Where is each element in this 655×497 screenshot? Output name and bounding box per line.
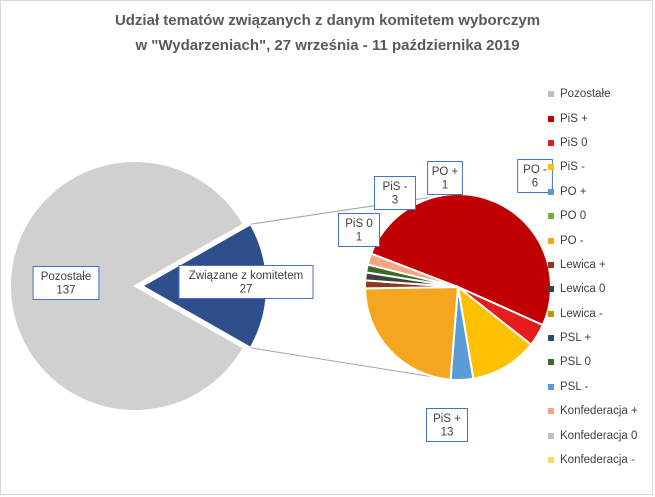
legend-label: PO - xyxy=(560,234,584,247)
legend-item-konfederacja: Konfederacja + xyxy=(548,399,653,423)
slice-pozosta-e xyxy=(9,160,246,412)
legend-swatch xyxy=(548,164,554,171)
legend-label: PO 0 xyxy=(560,210,587,223)
legend-label: PSL 0 xyxy=(560,356,591,369)
chart-title-line-1: Udział tematów związanych z danym komite… xyxy=(114,12,541,29)
legend-item-lewica: Lewica + xyxy=(548,253,653,277)
legend-swatch xyxy=(548,139,554,146)
legend-label: PO + xyxy=(560,185,587,198)
legend-swatch xyxy=(548,91,554,98)
data-label-pis: PiS + 13 xyxy=(426,408,468,442)
slice-pis xyxy=(456,284,533,380)
chart-legend: Pozostałe PiS + PiS 0 PiS - PO + PO 0 PO - Lewi… xyxy=(548,82,653,472)
legend-swatch xyxy=(548,188,554,195)
legend-label: Konfederacja + xyxy=(560,405,638,418)
legend-item-pozosta-e: Pozostałe xyxy=(548,82,653,106)
legend-label: PSL + xyxy=(560,332,592,345)
legend-swatch xyxy=(548,383,554,390)
legend-item-psl: PSL + xyxy=(548,326,653,350)
data-label-po: PO + 1 xyxy=(427,161,463,195)
legend-label: Konfederacja - xyxy=(560,454,635,467)
legend-label: PiS - xyxy=(560,161,585,174)
legend-label: Lewica 0 xyxy=(560,283,606,296)
legend-swatch xyxy=(548,213,554,220)
legend-swatch xyxy=(548,286,554,293)
legend-item-psl: PSL - xyxy=(548,375,653,399)
legend-label: PiS + xyxy=(560,112,588,125)
legend-label: PSL - xyxy=(560,380,589,393)
legend-swatch xyxy=(548,457,554,464)
legend-swatch xyxy=(548,408,554,415)
label-text: 137 xyxy=(56,285,75,297)
chart-title: Udział tematów związanych z danym komite… xyxy=(0,8,655,58)
legend-item-po-0: PO 0 xyxy=(548,204,653,228)
legend-item-pis: PiS + xyxy=(548,106,653,130)
legend-item-konfederacja: Konfederacja - xyxy=(548,448,653,472)
label-text: Pozostałe xyxy=(41,271,92,283)
data-label-pis-0: PiS 0 1 xyxy=(338,213,380,247)
label-text: Związane z komitetem xyxy=(189,270,303,282)
label-text: 1 xyxy=(442,180,448,192)
legend-swatch xyxy=(548,115,554,122)
legend-item-po: PO + xyxy=(548,180,653,204)
data-label-zwi-zane-z-komitetem: Związane z komitetem 27 xyxy=(178,265,314,299)
label-text: PiS - xyxy=(383,181,408,193)
label-text: PiS 0 xyxy=(345,218,373,230)
label-text: 13 xyxy=(441,427,454,439)
legend-swatch xyxy=(548,335,554,342)
legend-label: PiS 0 xyxy=(560,136,588,149)
legend-label: Lewica + xyxy=(560,258,606,271)
legend-item-pis-0: PiS 0 xyxy=(548,131,653,155)
legend-label: Konfederacja 0 xyxy=(560,429,638,442)
label-text: 1 xyxy=(356,232,362,244)
legend-swatch xyxy=(548,432,554,439)
label-text: 27 xyxy=(240,284,253,296)
legend-swatch xyxy=(548,359,554,366)
legend-item-pis: PiS - xyxy=(548,155,653,179)
legend-label: Lewica - xyxy=(560,307,603,320)
slice-po xyxy=(363,285,460,381)
label-text: PiS + xyxy=(433,413,461,425)
legend-item-lewica-0: Lewica 0 xyxy=(548,277,653,301)
label-text: PO + xyxy=(432,166,459,178)
legend-item-po: PO - xyxy=(548,228,653,252)
data-label-po: PO - 6 xyxy=(517,159,553,193)
legend-swatch xyxy=(548,261,554,268)
legend-item-psl-0: PSL 0 xyxy=(548,350,653,374)
data-label-pozosta-e: Pozostałe 137 xyxy=(32,266,100,300)
label-text: 6 xyxy=(532,178,538,190)
data-label-pis: PiS - 3 xyxy=(374,176,416,210)
label-text: PO - xyxy=(523,164,547,176)
chart-title-line-2: w "Wydarzeniach", 27 września - 11 paźdz… xyxy=(135,37,520,54)
slice-konfederacja xyxy=(366,252,459,288)
legend-swatch xyxy=(548,310,554,317)
label-text: 3 xyxy=(392,195,398,207)
legend-swatch xyxy=(548,237,554,244)
legend-item-lewica: Lewica - xyxy=(548,302,653,326)
legend-item-konfederacja-0: Konfederacja 0 xyxy=(548,423,653,447)
connector-line-bottom xyxy=(250,347,447,380)
legend-label: Pozostałe xyxy=(560,88,611,101)
